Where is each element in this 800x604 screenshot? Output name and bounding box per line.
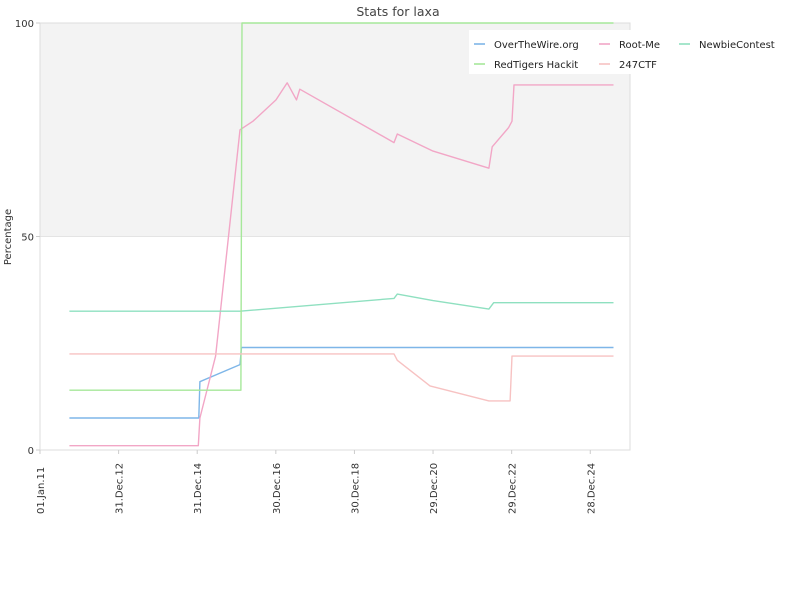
legend-box [469,30,791,74]
x-tick-label: 28.Dec.24 [586,463,597,514]
x-tick-label: 30.Dec.18 [350,463,361,514]
legend-label: 247CTF [619,60,657,71]
y-tick-label: 50 [21,233,34,244]
y-tick-label: 0 [28,446,34,457]
x-tick-label: 31.Dec.12 [115,463,126,514]
x-tick-label: 29.Dec.22 [508,463,519,514]
y-tick-label: 100 [15,19,34,30]
legend: OverTheWire.org Root-Me NewbieContest RedTi… [469,30,791,74]
series-line-overthewire-org [69,346,614,419]
x-tick-label: 30.Dec.16 [272,463,283,514]
series-line-newbiecontest [69,293,614,312]
y-axis-label: Percentage [3,209,14,265]
legend-label: NewbieContest [699,40,775,51]
chart-title: Stats for laxa [356,4,439,19]
x-tick-label: 29.Dec.20 [429,463,440,514]
x-tick-label: 01.Jan.11 [36,467,47,514]
series-line-247ctf [69,353,614,402]
series-line-root-me [69,82,614,447]
legend-label: RedTigers Hackit [494,60,578,71]
series-line-redtigers-hackit [69,22,614,391]
legend-label: OverTheWire.org [494,40,579,51]
legend-label: Root-Me [619,40,660,51]
x-tick-label: 31.Dec.14 [193,463,204,514]
